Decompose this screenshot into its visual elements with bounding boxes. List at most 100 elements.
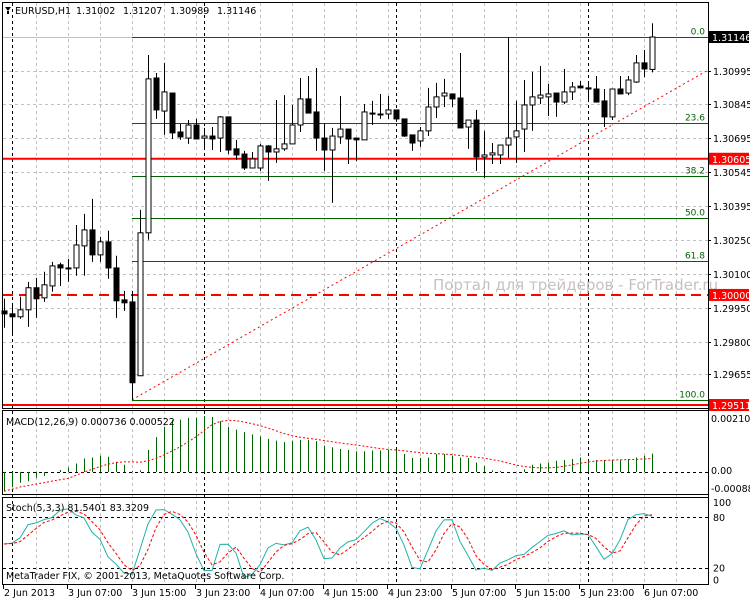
current-price-tag: 1.31146 — [712, 33, 750, 44]
bull-candle — [81, 229, 88, 247]
trendline[interactable] — [131, 69, 709, 401]
bear-candle — [233, 148, 240, 156]
price-axis-label: 1.30695 — [713, 134, 750, 145]
time-axis-label: 5 Jun 07:00 — [452, 588, 506, 599]
bull-candle — [481, 154, 488, 158]
fib-level-label: 50.0 — [685, 209, 705, 219]
bear-candle — [193, 124, 200, 140]
bull-candle — [185, 124, 192, 139]
watermark: Портал для трейдеров - ForTrader.ru — [433, 276, 718, 294]
price-axis[interactable]: 1.30995 1.30845 1.30695 1.30545 1.30395 1.302… — [708, 2, 750, 587]
bull-candle — [65, 267, 72, 270]
time-axis-label: 5 Jun 23:00 — [580, 588, 634, 599]
bear-candle — [121, 299, 128, 304]
bear-candle — [321, 137, 328, 151]
stoch-axis-label: 20 — [713, 564, 725, 575]
fib-level-label: 61.8 — [685, 252, 705, 262]
price-axis-label: 1.30545 — [713, 168, 750, 179]
bull-candle — [649, 36, 656, 70]
bull-candle — [329, 135, 336, 151]
bear-candle — [9, 313, 16, 318]
bear-candle — [353, 137, 360, 141]
macd-pane — [3, 416, 708, 492]
bull-candle — [289, 124, 296, 145]
time-axis-label: 4 Jun 07:00 — [260, 588, 314, 599]
horizontal-lines — [3, 157, 708, 407]
stoch-axis-label: 80 — [713, 513, 725, 524]
bull-candle — [257, 145, 264, 169]
bull-candle — [537, 94, 544, 99]
bear-candle — [129, 301, 136, 384]
price-axis-label: 1.30845 — [713, 100, 750, 111]
bull-candle — [521, 104, 528, 130]
bull-candle — [561, 91, 568, 103]
bull-candle — [297, 98, 304, 126]
bull-candle — [25, 287, 32, 311]
stoch-signal-line — [3, 510, 653, 573]
bull-candle — [41, 284, 48, 299]
time-axis-label: 3 Jun 23:00 — [196, 588, 250, 599]
current-price-tag-bg — [709, 31, 749, 43]
fib-level-label: 100.0 — [679, 391, 705, 401]
time-axis-label: 4 Jun 15:00 — [324, 588, 378, 599]
bull-candle — [497, 144, 504, 156]
time-axis-label: 5 Jun 15:00 — [516, 588, 570, 599]
time-axis-label: 2 Jun 2013 — [4, 588, 55, 599]
bull-candle — [137, 232, 144, 377]
bull-candle — [337, 128, 344, 138]
bull-candle — [465, 119, 472, 128]
dropdown-triangle-icon[interactable] — [5, 7, 11, 14]
time-axis-label: 3 Jun 15:00 — [132, 588, 186, 599]
price-axis-label: 1.29950 — [713, 304, 750, 315]
macd-signal-line — [3, 419, 653, 492]
macd-label: MACD(12,26,9) 0.000736 0.000522 — [6, 417, 175, 428]
bull-candle — [569, 86, 576, 93]
time-axis-label: 3 Jun 07:00 — [68, 588, 122, 599]
time-axis[interactable]: 2 Jun 2013 3 Jun 07:00 3 Jun 15:00 3 Jun 23… — [3, 585, 699, 599]
hline-price-tag: 1.30605 — [712, 155, 750, 166]
bear-candle — [641, 62, 648, 70]
bull-candle — [161, 91, 168, 112]
trendline-dotted[interactable] — [131, 69, 709, 401]
bull-candle — [145, 78, 152, 234]
bear-candle — [153, 77, 160, 111]
stoch-main-line — [3, 508, 653, 579]
bull-candle — [529, 96, 536, 106]
chart-header: EURUSD,H1 1.31002 1.31207 1.30989 1.3114… — [5, 6, 256, 17]
bull-candle — [249, 158, 256, 169]
bull-candle — [417, 130, 424, 142]
bull-candle — [513, 130, 520, 138]
copyright-text: MetaTrader FIX, © 2001-2013, MetaQuotes … — [6, 571, 284, 582]
bear-candle — [409, 134, 416, 144]
time-axis-label: 4 Jun 23:00 — [388, 588, 442, 599]
bull-candle — [73, 244, 80, 269]
stoch-label: Stoch(5,3,3) 81.5401 83.3209 — [6, 503, 149, 514]
bull-candle — [97, 241, 104, 256]
bull-candle — [489, 152, 496, 156]
bull-candle — [505, 137, 512, 146]
symbol-label: EURUSD,H1 — [15, 6, 71, 17]
bull-candle — [17, 309, 24, 318]
price-axis-label: 1.29800 — [713, 338, 750, 349]
bear-candle — [209, 135, 216, 140]
high-value: 1.31207 — [123, 6, 162, 17]
bear-candle — [265, 145, 272, 153]
hline-price-tag-bg — [709, 399, 749, 412]
fib-level-label: 0.0 — [691, 28, 706, 38]
bull-candle — [377, 113, 384, 116]
bear-candle — [577, 85, 584, 89]
bull-candle — [441, 92, 448, 97]
hline-price-tag-bg — [709, 152, 749, 165]
candlesticks — [1, 23, 656, 400]
bear-candle — [241, 153, 248, 169]
bear-candle — [313, 111, 320, 139]
bear-candle — [593, 88, 600, 103]
bear-candle — [345, 128, 352, 140]
bear-candle — [393, 109, 400, 120]
bear-candle — [601, 100, 608, 118]
bear-candle — [305, 98, 312, 114]
price-axis-label: 1.30395 — [713, 202, 750, 213]
macd-axis-label: 0.002105 — [711, 414, 750, 425]
